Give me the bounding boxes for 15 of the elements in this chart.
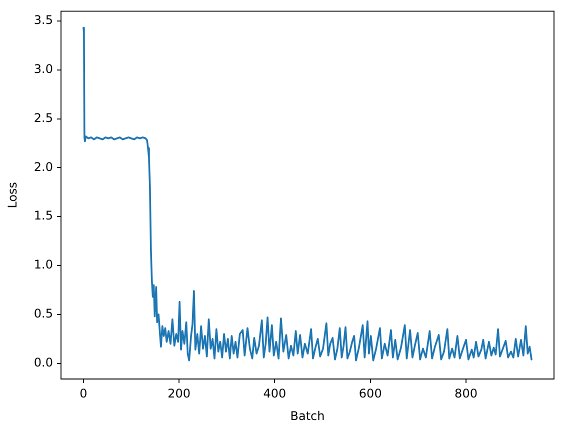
x-tick-label: 0: [80, 386, 88, 400]
x-tick-label: 400: [263, 386, 286, 400]
y-tick-label: 3.0: [34, 62, 53, 76]
y-axis-title: Loss: [5, 182, 20, 208]
y-tick-label: 2.0: [34, 160, 53, 174]
y-tick-label: 1.0: [34, 258, 53, 272]
y-tick-label: 2.5: [34, 110, 53, 125]
y-tick-label: 0.5: [34, 306, 53, 321]
x-tick-label: 800: [454, 386, 478, 400]
y-tick-label: 0.0: [34, 355, 53, 370]
x-tick-label: 200: [168, 386, 191, 400]
y-tick-label: 1.5: [34, 208, 53, 223]
x-tick-label: 600: [358, 386, 382, 400]
y-tick-label: 3.5: [34, 13, 53, 28]
x-axis-title: Batch: [290, 408, 325, 423]
